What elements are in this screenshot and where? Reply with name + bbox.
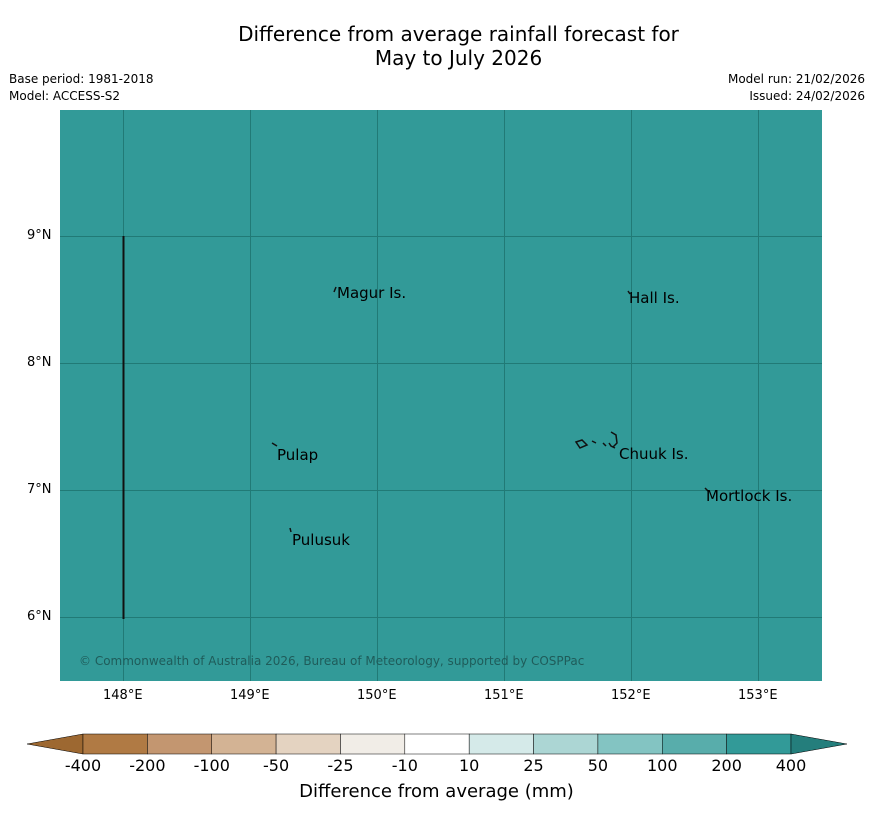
colorbar-cell bbox=[211, 733, 277, 755]
colorbar-tick-label: 10 bbox=[458, 756, 480, 775]
colorbar-cell bbox=[275, 733, 341, 755]
colorbar-cell bbox=[726, 733, 792, 755]
chart-title: Difference from average rainfall forecas… bbox=[0, 22, 873, 70]
model-name: Model: ACCESS-S2 bbox=[9, 89, 121, 103]
colorbar-cell bbox=[404, 733, 470, 755]
place-label-mortlock: Mortlock Is. bbox=[706, 487, 793, 505]
base-period: Base period: 1981-2018 bbox=[9, 72, 154, 86]
island-chuuk bbox=[574, 431, 618, 449]
meta-left: Base period: 1981-2018 Model: ACCESS-S2 bbox=[9, 71, 154, 105]
lon-tick-148e: 148°E bbox=[103, 688, 143, 703]
lon-tick-151e: 151°E bbox=[484, 688, 524, 703]
lat-tick-8n: 8°N bbox=[27, 355, 52, 370]
model-run: Model run: 21/02/2026 bbox=[727, 72, 865, 86]
colorbar-cell bbox=[468, 733, 534, 755]
lon-tick-153e: 153°E bbox=[738, 688, 778, 703]
colorbar-tick-label: -50 bbox=[263, 756, 290, 775]
place-label-pulusuk: Pulusuk bbox=[292, 531, 350, 549]
colorbar-extend-low bbox=[26, 733, 84, 755]
island-pulap bbox=[271, 442, 278, 447]
colorbar-tick-label: -200 bbox=[129, 756, 166, 775]
title-line-1: Difference from average rainfall forecas… bbox=[238, 22, 679, 46]
lon-tick-152e: 152°E bbox=[611, 688, 651, 703]
title-line-2: May to July 2026 bbox=[374, 46, 543, 70]
colorbar-cell bbox=[533, 733, 599, 755]
issued-date: Issued: 24/02/2026 bbox=[749, 89, 865, 103]
colorbar-cell bbox=[662, 733, 727, 755]
colorbar-cell bbox=[597, 733, 663, 755]
colorbar-cell bbox=[82, 733, 148, 755]
colorbar-tick-label: -10 bbox=[391, 756, 418, 775]
map-graticule bbox=[60, 110, 822, 681]
meta-right: Model run: 21/02/2026 Issued: 24/02/2026 bbox=[728, 71, 865, 105]
lon-tick-149e: 149°E bbox=[230, 688, 270, 703]
colorbar-tick-label: 200 bbox=[711, 756, 742, 775]
island-mortlock bbox=[704, 487, 709, 492]
lat-tick-6n: 6°N bbox=[27, 609, 52, 624]
colorbar-tick-label: -400 bbox=[64, 756, 102, 775]
island-hall bbox=[627, 290, 631, 295]
colorbar-tick-label: 400 bbox=[775, 756, 807, 775]
colorbar bbox=[26, 733, 848, 755]
colorbar-tick-label: 100 bbox=[646, 756, 678, 775]
colorbar-extend-high bbox=[790, 733, 848, 755]
map-area[interactable]: Magur Is. Hall Is. Pulap Chuuk Is. Mortl… bbox=[60, 110, 822, 681]
colorbar-tick-label: -25 bbox=[327, 756, 354, 775]
island-pulusuk bbox=[289, 527, 292, 533]
place-label-magur: Magur Is. bbox=[337, 284, 407, 302]
island-magur bbox=[333, 286, 337, 293]
place-label-hall: Hall Is. bbox=[629, 289, 680, 307]
colorbar-cell bbox=[340, 733, 406, 755]
lon-tick-150e: 150°E bbox=[357, 688, 397, 703]
colorbar-title: Difference from average (mm) bbox=[299, 781, 574, 802]
colorbar-cell bbox=[147, 733, 212, 755]
colorbar-tick-label: -100 bbox=[193, 756, 230, 775]
lat-tick-7n: 7°N bbox=[27, 482, 52, 497]
colorbar-tick-label: 50 bbox=[587, 756, 609, 775]
place-label-pulap: Pulap bbox=[277, 446, 319, 464]
lat-tick-9n: 9°N bbox=[27, 228, 52, 243]
copyright-notice: © Commonwealth of Australia 2026, Bureau… bbox=[79, 654, 585, 668]
colorbar-tick-label: 25 bbox=[523, 756, 544, 775]
place-label-chuuk: Chuuk Is. bbox=[619, 445, 689, 463]
